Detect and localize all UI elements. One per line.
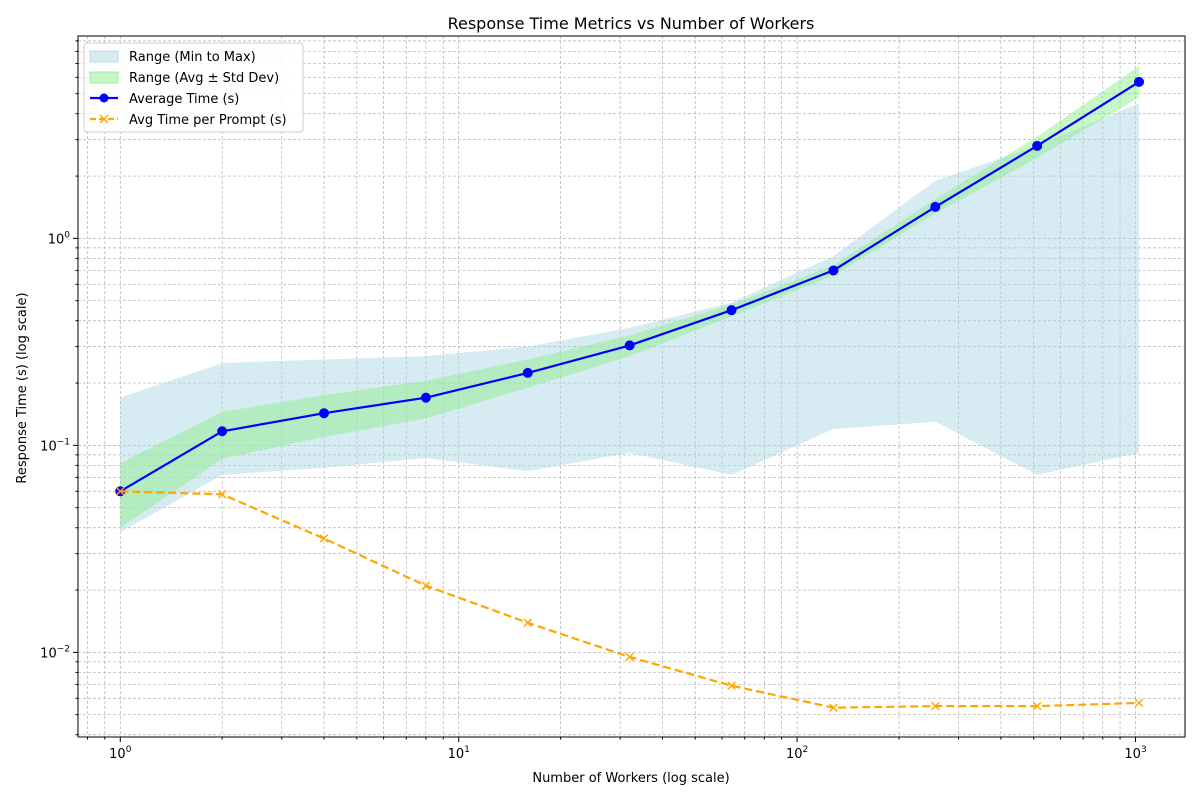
average-time-marker	[930, 201, 941, 212]
legend-label-min-max: Range (Min to Max)	[129, 50, 256, 65]
avg-time-per-prompt-marker	[930, 701, 940, 711]
average-time-marker	[420, 392, 431, 403]
ticks-layer: 100 101 102 103 10−2 10−1 100	[40, 40, 1147, 762]
y-tick-label: 10−2	[40, 644, 70, 661]
average-time-marker	[319, 408, 330, 419]
average-time-marker	[624, 340, 635, 351]
average-time-marker	[828, 265, 839, 276]
bands-layer	[120, 66, 1140, 533]
avg-time-per-prompt-marker	[1134, 698, 1144, 708]
legend-box	[83, 42, 304, 133]
legend-marker-average-time	[99, 93, 109, 103]
avg-time-per-prompt-marker	[829, 703, 838, 713]
series-layer	[115, 76, 1145, 713]
y-tick-label: 100	[48, 230, 71, 247]
y-tick-label: 10−1	[40, 437, 70, 454]
average-time-marker	[522, 367, 533, 378]
legend-swatch-std-dev	[89, 71, 119, 84]
avg-time-per-prompt-marker	[727, 681, 736, 691]
avg-time-per-prompt-marker	[625, 652, 634, 662]
avg-time-per-prompt-marker	[319, 534, 329, 543]
legend-label-average-time: Average Time (s)	[129, 92, 239, 107]
x-tick-label: 103	[1124, 745, 1146, 762]
x-tick-label: 100	[109, 745, 132, 762]
legend-swatch-min-max	[89, 50, 119, 63]
legend-label-std-dev: Range (Avg ± Std Dev)	[129, 71, 279, 86]
legend-marker-avg-time-per-prompt	[99, 114, 109, 124]
avg-time-per-prompt-marker	[421, 581, 431, 590]
avg-time-per-prompt-marker	[217, 490, 227, 499]
avg-time-per-prompt-marker	[115, 486, 125, 496]
x-axis-label: Number of Workers (log scale)	[532, 771, 729, 786]
std-dev-band	[120, 66, 1140, 528]
average-time-marker	[726, 305, 737, 316]
avg-time-per-prompt-marker	[1032, 701, 1042, 711]
plot-frame	[77, 35, 1186, 738]
average-time-marker	[1134, 76, 1145, 87]
x-tick-label: 101	[448, 745, 470, 762]
legend: Range (Min to Max) Range (Avg ± Std Dev) A…	[83, 42, 304, 133]
chart-title: Response Time Metrics vs Number of Worke…	[448, 14, 815, 33]
average-time-marker	[1032, 140, 1043, 151]
x-tick-label: 102	[786, 745, 808, 762]
y-axis-label: Response Time (s) (log scale)	[15, 292, 30, 483]
average-time-marker	[217, 426, 228, 437]
avg-time-per-prompt-marker	[523, 618, 533, 628]
legend-label-avg-time-per-prompt: Avg Time per Prompt (s)	[129, 113, 287, 128]
